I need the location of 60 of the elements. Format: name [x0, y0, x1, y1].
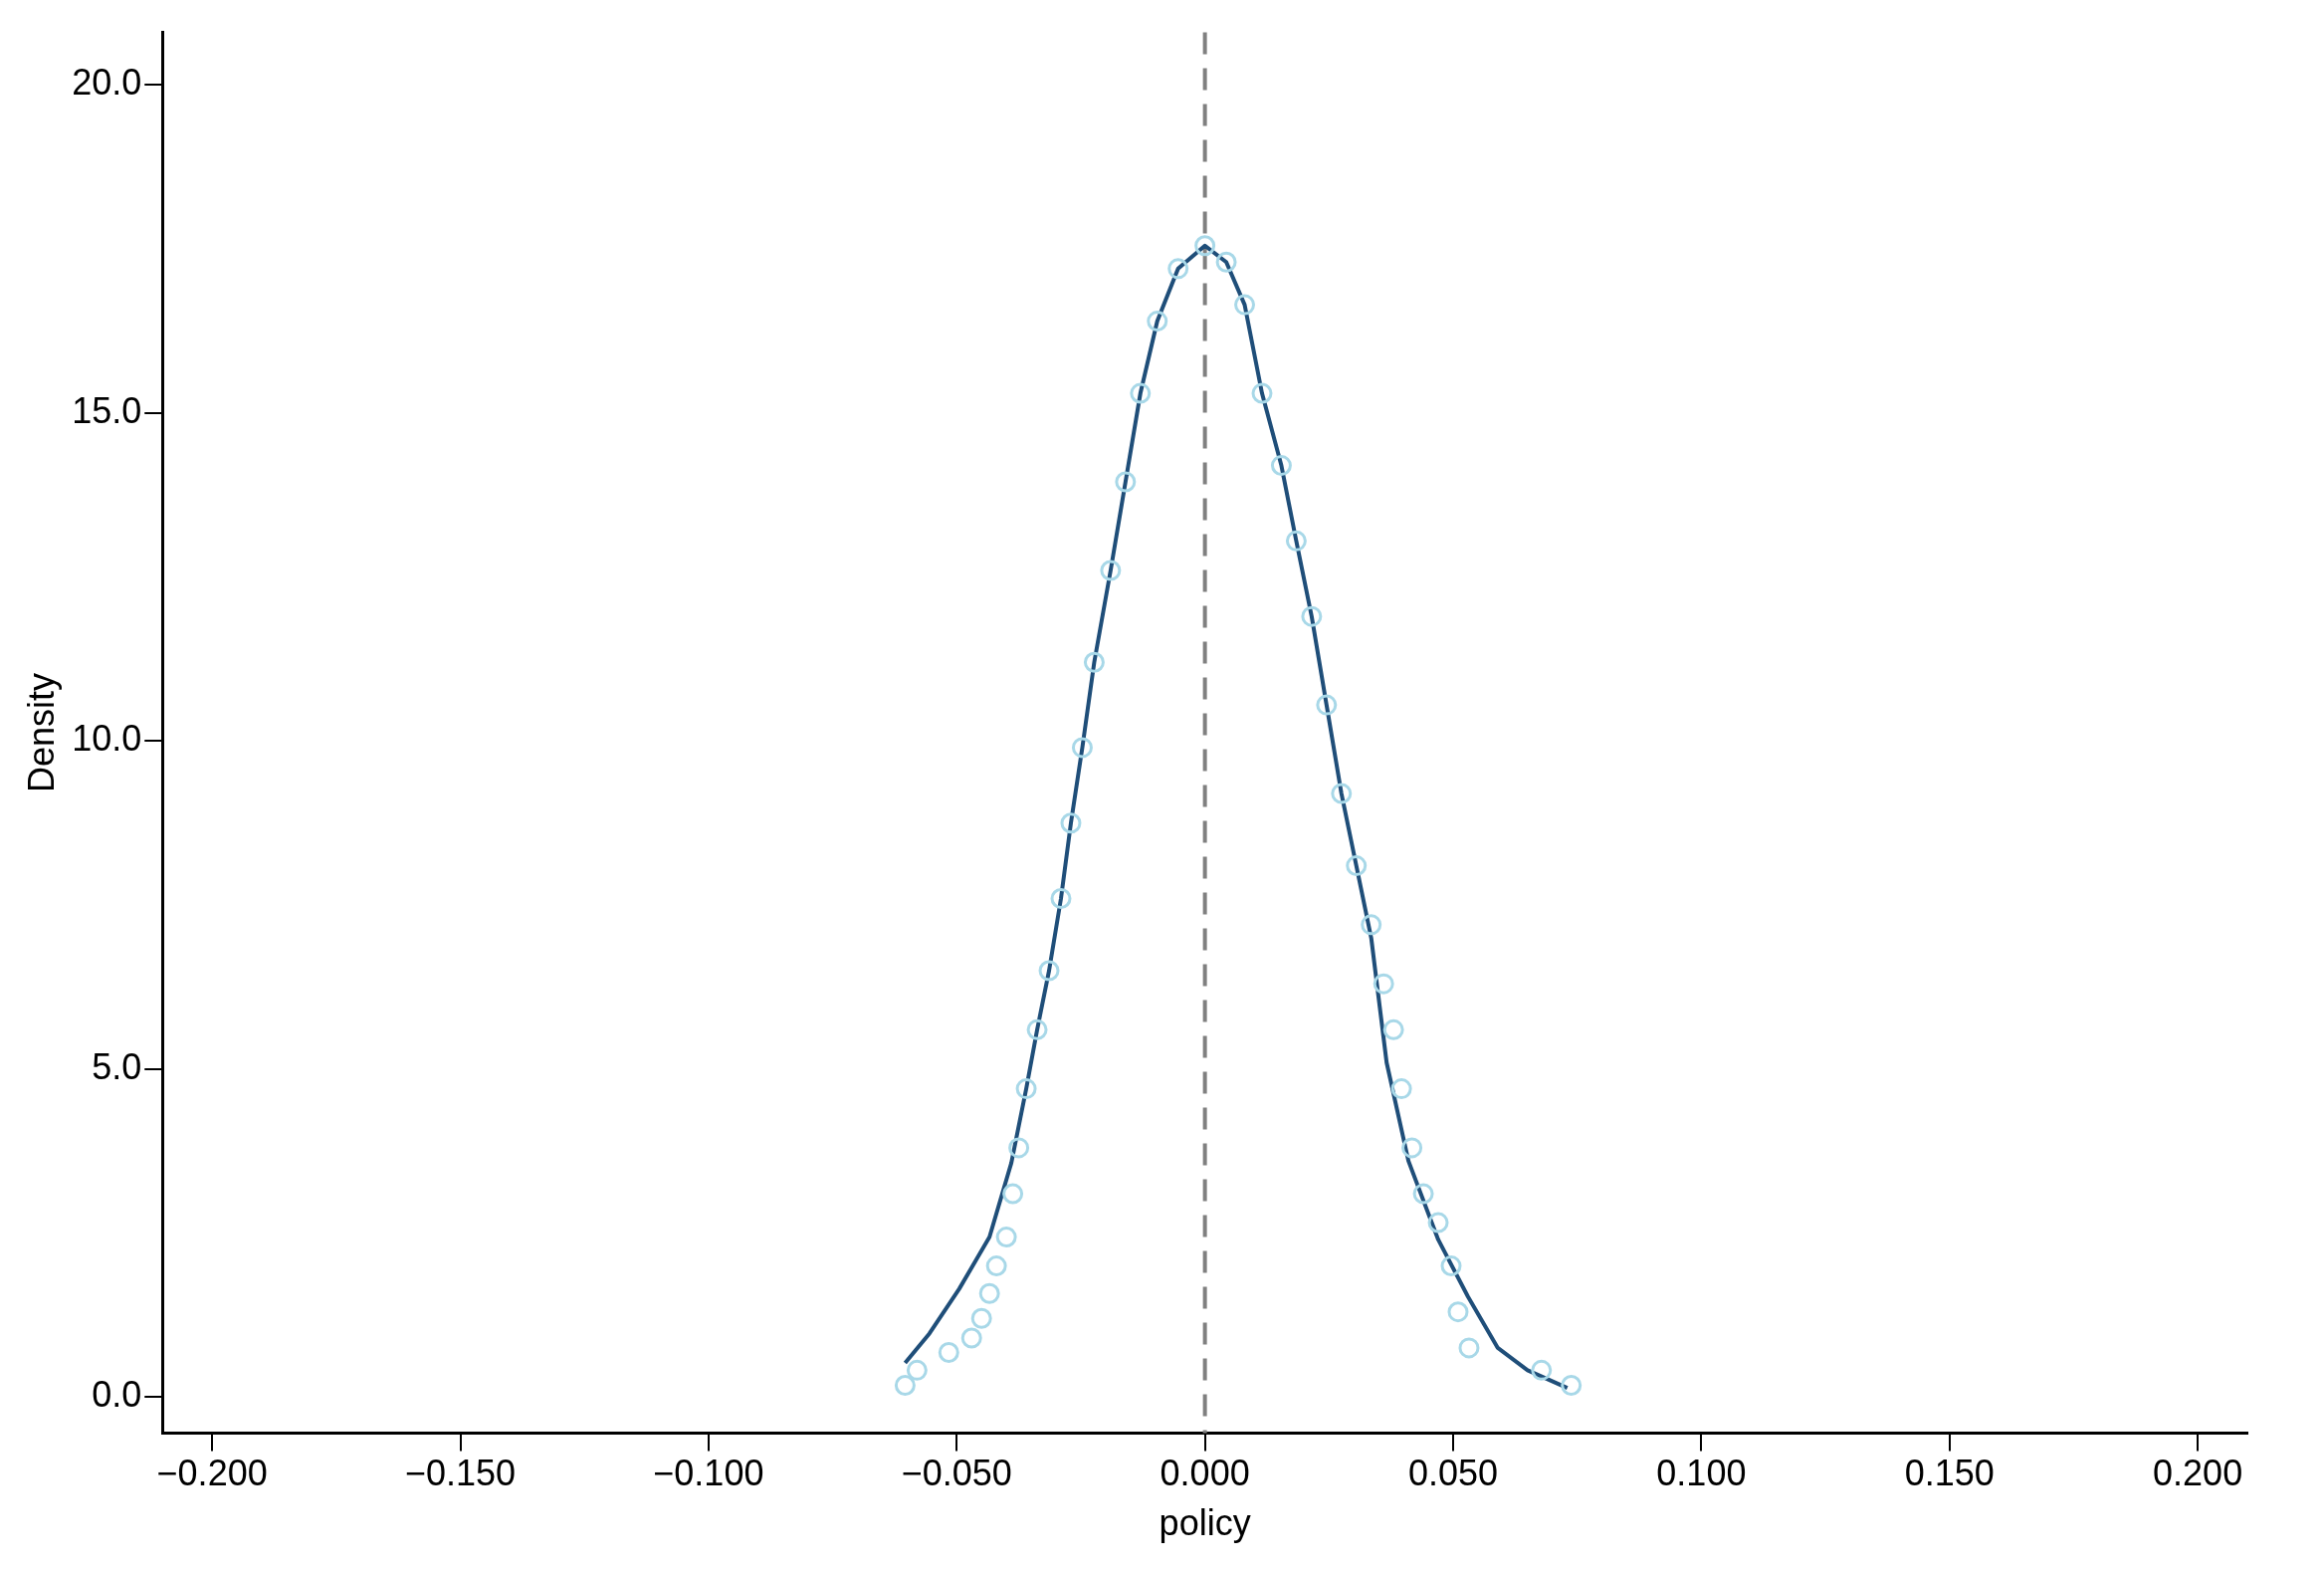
y-tick-label: 10.0: [72, 718, 142, 760]
point: [1390, 1078, 1412, 1100]
point: [1401, 1137, 1423, 1159]
point: [1130, 382, 1152, 404]
x-axis-title: policy: [1159, 1502, 1251, 1544]
x-tick-label: −0.100: [653, 1453, 764, 1494]
point: [1115, 471, 1137, 493]
point: [1015, 1078, 1037, 1100]
x-tick-label: 0.000: [1160, 1453, 1250, 1494]
point: [970, 1307, 992, 1329]
x-tick-label: 0.150: [1904, 1453, 1995, 1494]
point: [1412, 1183, 1434, 1205]
point: [1194, 235, 1216, 257]
point: [894, 1374, 916, 1396]
y-tick-label: 0.0: [92, 1374, 142, 1416]
point: [1346, 855, 1368, 877]
point: [1440, 1255, 1462, 1277]
point: [938, 1342, 959, 1364]
point: [995, 1227, 1017, 1248]
point: [960, 1327, 982, 1349]
point: [1060, 812, 1082, 834]
point: [1382, 1018, 1404, 1040]
y-tick-label: 20.0: [72, 62, 142, 104]
y-axis-title: Density: [20, 673, 62, 793]
point: [1038, 960, 1060, 982]
point: [1251, 382, 1273, 404]
point: [1270, 455, 1292, 477]
point: [1008, 1137, 1030, 1159]
x-tick-label: −0.150: [404, 1453, 517, 1494]
point: [985, 1255, 1007, 1277]
point: [906, 1359, 928, 1381]
point: [1331, 783, 1353, 804]
x-tick-label: −0.050: [901, 1453, 1012, 1494]
point: [1531, 1359, 1553, 1381]
point: [1458, 1337, 1480, 1359]
point: [1167, 258, 1189, 280]
point: [1050, 888, 1072, 909]
point: [1147, 311, 1168, 333]
point: [1285, 530, 1307, 552]
x-tick-label: 0.100: [1656, 1453, 1747, 1494]
point: [1083, 651, 1105, 673]
x-tick-label: 0.050: [1407, 1453, 1499, 1494]
point: [1002, 1183, 1024, 1205]
point: [1373, 973, 1394, 995]
point: [978, 1282, 1000, 1304]
point: [1427, 1212, 1449, 1234]
point: [1026, 1018, 1048, 1040]
x-tick-label: 0.200: [2153, 1453, 2243, 1494]
point: [1071, 737, 1093, 759]
point: [1361, 914, 1382, 936]
point: [1316, 694, 1338, 716]
point: [1447, 1301, 1469, 1323]
point: [1215, 251, 1237, 273]
point: [1100, 560, 1122, 581]
y-tick-label: 15.0: [72, 389, 142, 431]
point: [1234, 294, 1256, 316]
point: [1301, 605, 1323, 627]
x-tick-label: −0.200: [156, 1453, 268, 1494]
y-tick-label: 5.0: [92, 1045, 142, 1087]
point: [1561, 1374, 1583, 1396]
